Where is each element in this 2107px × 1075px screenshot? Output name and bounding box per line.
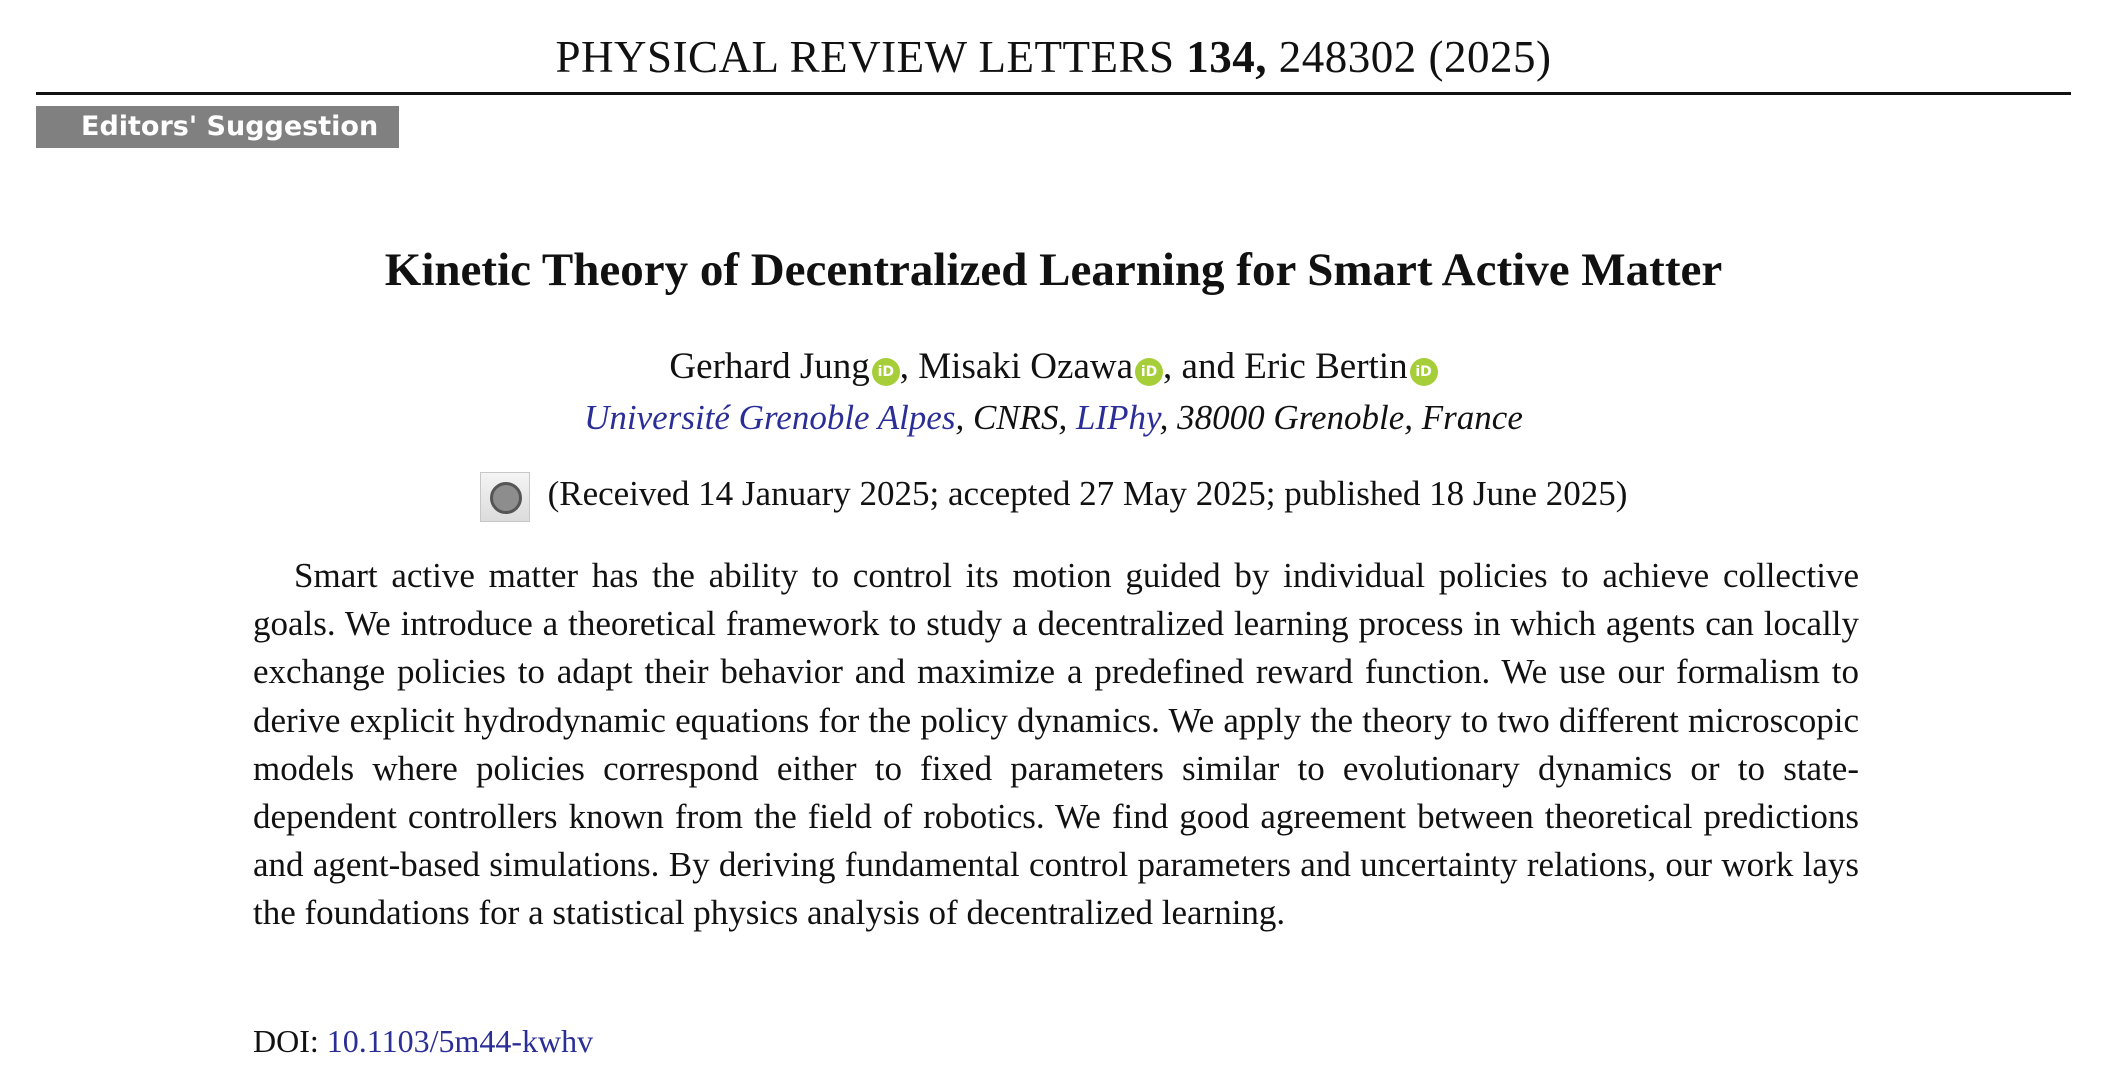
- author-separator: , and: [1163, 346, 1235, 387]
- paper-title: Kinetic Theory of Decentralized Learning…: [384, 244, 1723, 296]
- author-name[interactable]: Misaki Ozawa: [918, 346, 1134, 387]
- author-name[interactable]: Eric Bertin: [1244, 346, 1408, 387]
- article-number: 248302 (2025): [1278, 32, 1552, 82]
- orcid-icon[interactable]: iD: [871, 358, 900, 386]
- journal-name: PHYSICAL REVIEW LETTERS: [555, 32, 1175, 82]
- affiliation-cnrs: , CNRS,: [955, 398, 1077, 437]
- editors-suggestion-badge[interactable]: Editors' Suggestion: [36, 106, 399, 148]
- abstract: Smart active matter has the ability to c…: [253, 556, 1859, 933]
- doi-label: DOI:: [253, 1023, 319, 1059]
- publication-dates: (Received 14 January 2025; accepted 27 M…: [547, 474, 1628, 513]
- doi-link[interactable]: 10.1103/5m44-kwhv: [326, 1023, 594, 1059]
- affiliation-address: , 38000 Grenoble, France: [1159, 398, 1523, 437]
- affiliation-lab-link[interactable]: LIPhy: [1076, 398, 1160, 437]
- orcid-icon[interactable]: iD: [1409, 358, 1438, 386]
- author-list: Gerhard Jung iD, Misaki Ozawa iD, and Eric…: [0, 344, 2107, 390]
- affiliation-university-link[interactable]: Université Grenoble Alpes: [584, 398, 956, 437]
- orcid-icon[interactable]: iD: [1135, 358, 1164, 386]
- journal-volume: 134,: [1186, 32, 1267, 82]
- publication-dates-row: (Received 14 January 2025; accepted 27 M…: [0, 468, 2107, 522]
- journal-header: PHYSICAL REVIEW LETTERS 134, 248302 (202…: [0, 30, 2107, 84]
- affiliation: Université Grenoble Alpes, CNRS, LIPhy, …: [0, 396, 2107, 440]
- header-rule: [36, 92, 2071, 95]
- doi-line: DOI: 10.1103/5m44-kwhv: [253, 1020, 593, 1062]
- author-separator: ,: [899, 346, 910, 387]
- author-name[interactable]: Gerhard Jung: [669, 346, 870, 387]
- check-for-updates-icon[interactable]: [479, 471, 530, 522]
